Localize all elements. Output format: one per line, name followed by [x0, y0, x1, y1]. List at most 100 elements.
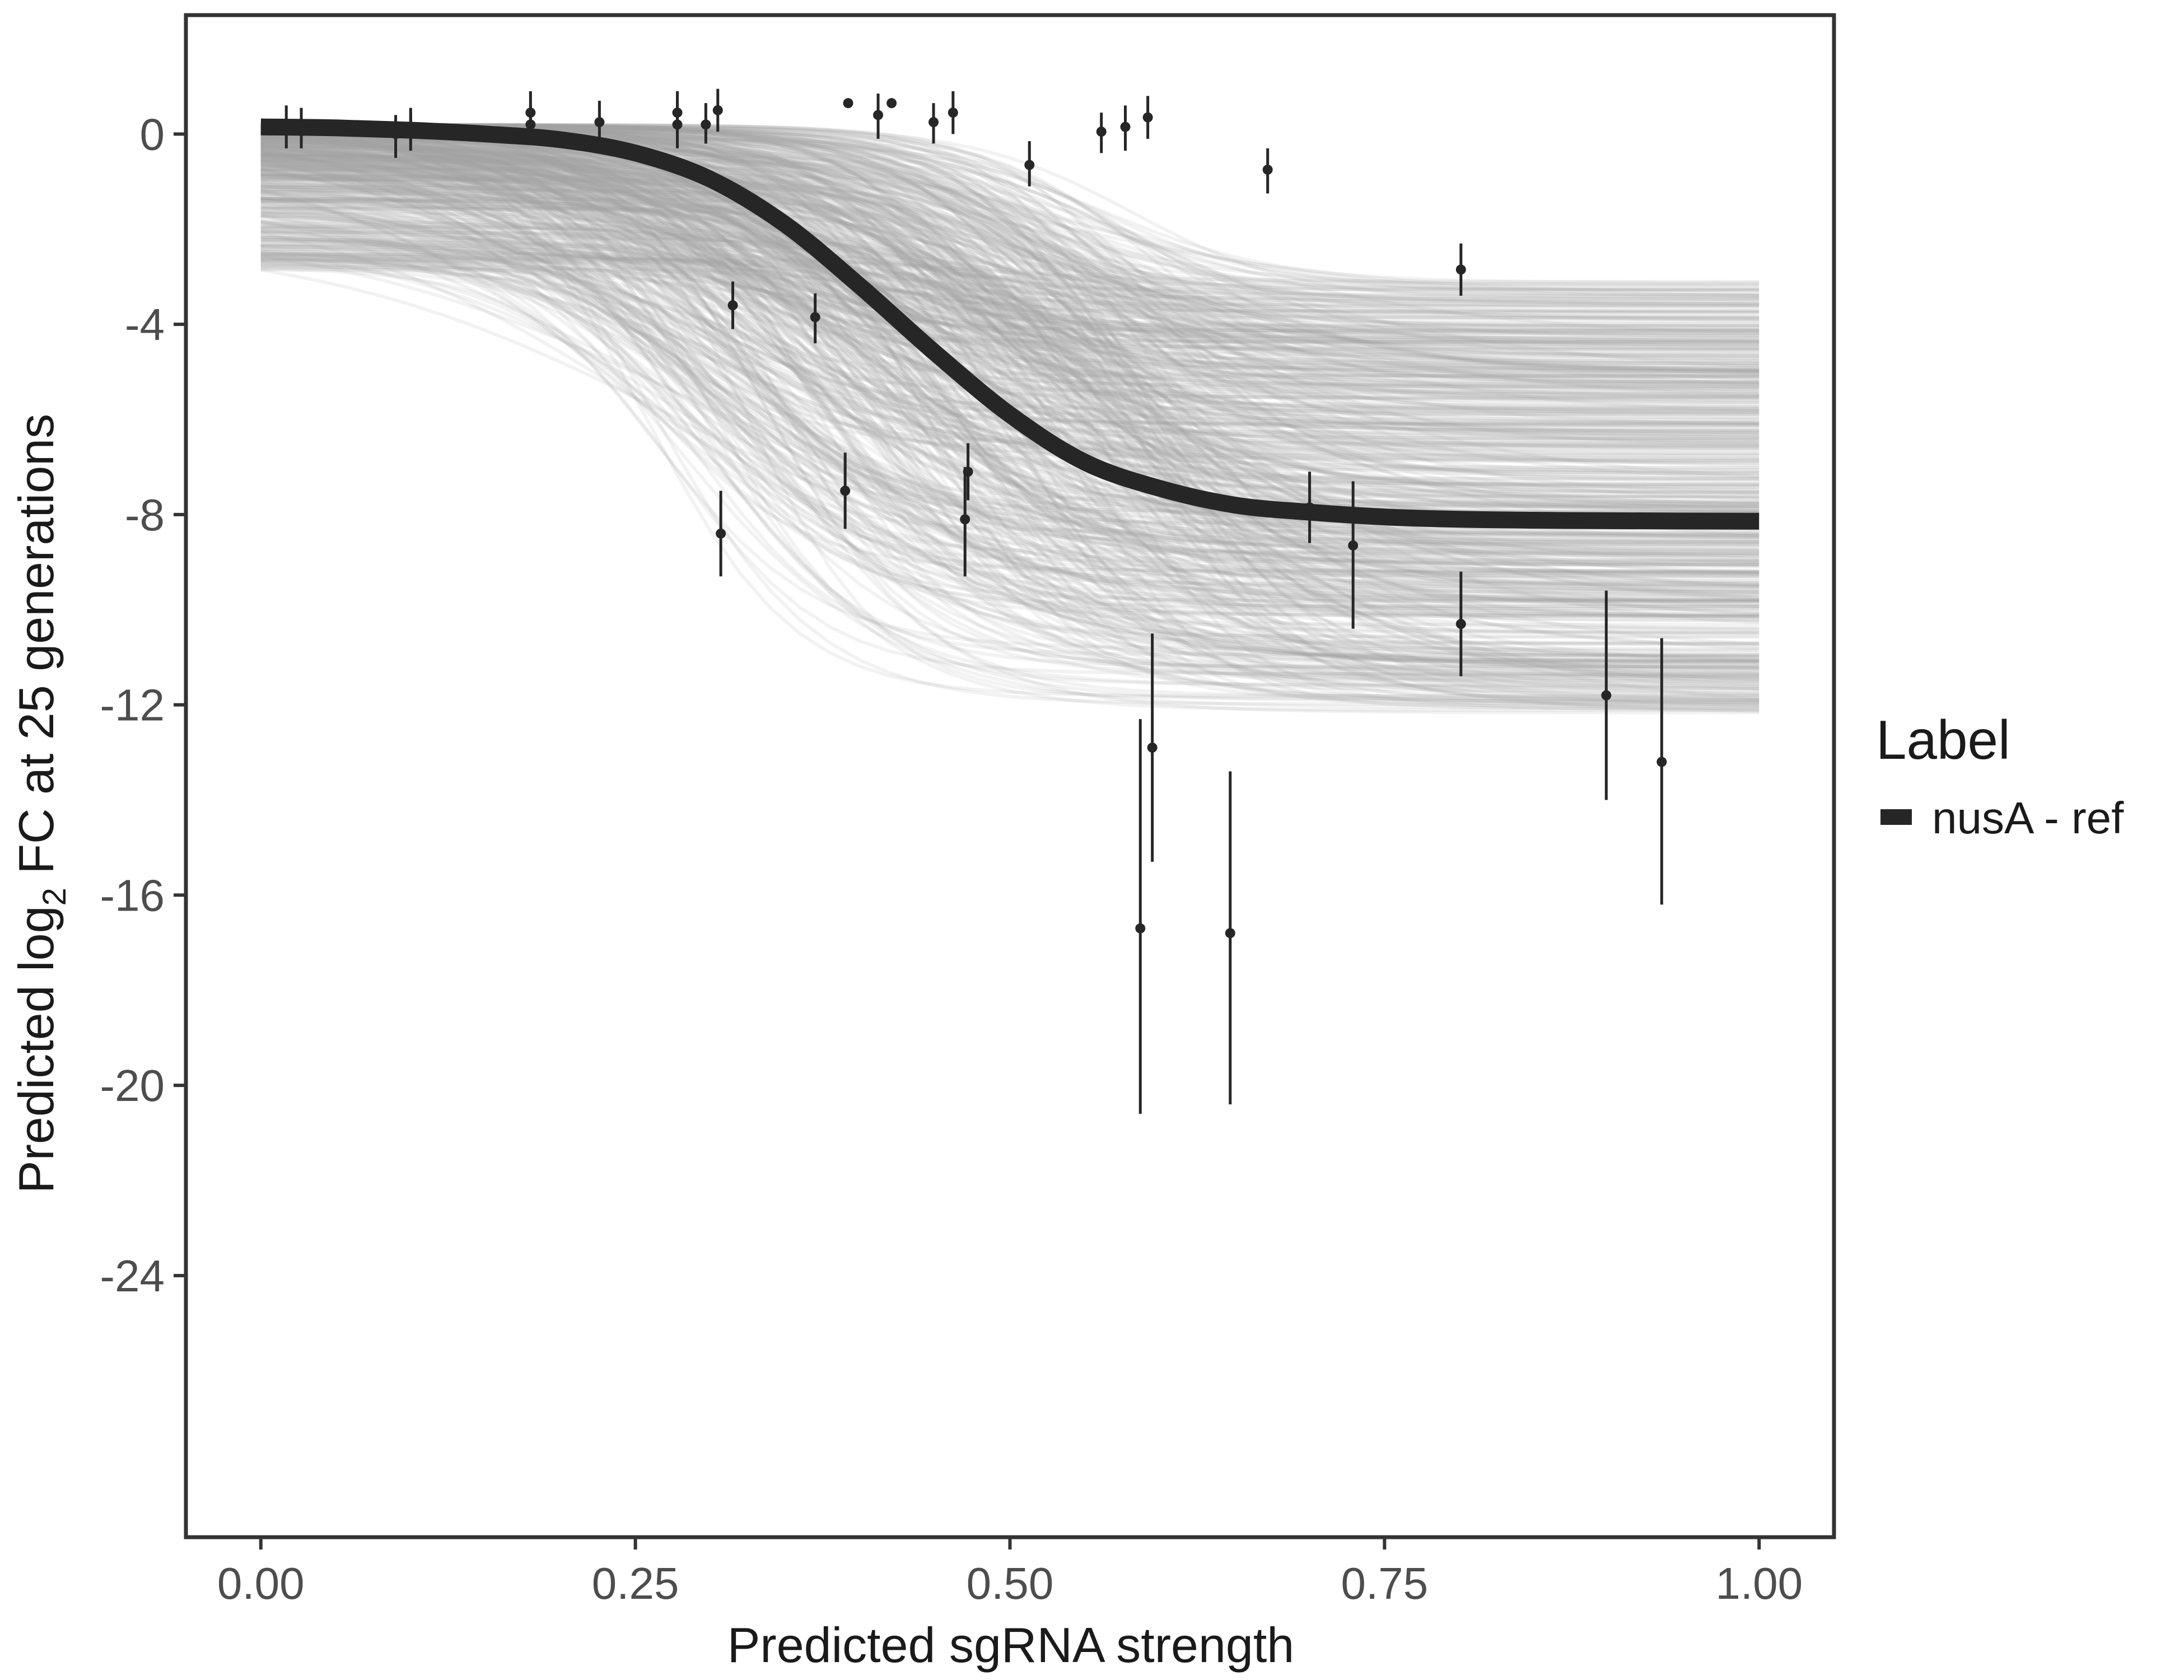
posterior-draw-line: [260, 222, 1760, 495]
posterior-draw-line: [260, 137, 1760, 343]
posterior-draw-line: [260, 199, 1760, 632]
posterior-draw-line: [260, 146, 1760, 433]
posterior-draw-line: [260, 156, 1760, 638]
posterior-draw-line: [260, 166, 1760, 544]
posterior-draw-line: [260, 196, 1760, 574]
posterior-draw-line: [260, 167, 1760, 314]
posterior-draw-line: [260, 247, 1760, 622]
posterior-draw-line: [260, 181, 1760, 552]
posterior-draw-line: [260, 150, 1760, 310]
posterior-draw-line: [260, 137, 1760, 614]
posterior-draw-line: [260, 129, 1760, 503]
point-marker: [810, 312, 820, 323]
data-point: [716, 491, 726, 577]
posterior-draw-line: [260, 135, 1760, 553]
posterior-draw-line: [260, 187, 1760, 332]
posterior-draw-line: [260, 189, 1760, 711]
posterior-draw-line: [260, 142, 1760, 492]
posterior-draw-line: [260, 141, 1760, 390]
data-point: [296, 108, 307, 148]
posterior-draw-line: [260, 254, 1760, 662]
posterior-draw-line: [260, 172, 1760, 487]
posterior-draw-line: [260, 213, 1760, 618]
posterior-draw-line: [260, 206, 1760, 384]
posterior-draw-line: [260, 244, 1760, 384]
posterior-draw-line: [260, 183, 1760, 706]
posterior-draw-line: [260, 230, 1760, 680]
posterior-draw-line: [260, 159, 1760, 335]
posterior-draw-line: [260, 242, 1760, 589]
posterior-draw-line: [260, 153, 1760, 691]
posterior-draw-line: [260, 124, 1760, 414]
posterior-draw-line: [260, 163, 1760, 617]
posterior-draw-line: [260, 161, 1760, 710]
point-marker: [1455, 619, 1466, 629]
posterior-draw-line: [260, 153, 1760, 601]
posterior-draw-line: [260, 211, 1760, 646]
posterior-draw-line: [260, 123, 1760, 391]
posterior-draw-line: [260, 136, 1760, 669]
posterior-draw-line: [260, 150, 1760, 472]
posterior-draw-line: [260, 247, 1760, 639]
posterior-draw-line: [260, 142, 1760, 666]
posterior-draw-line: [260, 123, 1760, 353]
data-point: [1348, 481, 1359, 629]
posterior-draw-line: [260, 172, 1760, 384]
posterior-draw-line: [260, 160, 1760, 603]
data-point: [1304, 472, 1315, 543]
posterior-draw-line: [260, 226, 1760, 451]
posterior-draw-line: [260, 236, 1760, 591]
posterior-draw-line: [260, 164, 1760, 691]
point-marker: [281, 122, 292, 132]
posterior-draw-line: [260, 127, 1760, 619]
posterior-draw-line: [260, 178, 1760, 510]
posterior-draw-line: [260, 223, 1760, 495]
point-marker: [672, 119, 683, 130]
posterior-draw-line: [260, 168, 1760, 486]
point-marker: [1262, 165, 1273, 175]
posterior-draw-line: [260, 226, 1760, 432]
posterior-draw-line: [260, 228, 1760, 501]
posterior-draw-line: [260, 192, 1760, 560]
posterior-draw-line: [260, 167, 1760, 506]
posterior-draw-line: [260, 123, 1760, 475]
posterior-draw-line: [260, 231, 1760, 634]
posterior-draw-line: [260, 140, 1760, 613]
posterior-draw-line: [260, 193, 1760, 699]
posterior-draw-line: [260, 188, 1760, 315]
posterior-draw-line: [260, 172, 1760, 573]
posterior-draw-line: [260, 178, 1760, 363]
posterior-draw-line: [260, 142, 1760, 293]
posterior-draw-line: [260, 123, 1760, 416]
posterior-draw-line: [260, 262, 1760, 702]
posterior-draw-line: [260, 248, 1760, 400]
posterior-draw-line: [260, 148, 1760, 617]
posterior-draw-line: [260, 256, 1760, 398]
posterior-draw-line: [260, 144, 1760, 498]
posterior-draw-line: [260, 256, 1760, 673]
posterior-draw-line: [260, 141, 1760, 303]
posterior-draw-line: [260, 143, 1760, 544]
posterior-draw-line: [260, 167, 1760, 329]
posterior-draw-line: [260, 253, 1760, 684]
posterior-draw-line: [260, 155, 1760, 679]
posterior-draw-line: [260, 132, 1760, 343]
posterior-draw-line: [260, 173, 1760, 314]
posterior-draw-line: [260, 132, 1760, 585]
point-marker: [296, 123, 307, 134]
posterior-draw-line: [260, 143, 1760, 351]
posterior-draw-line: [260, 220, 1760, 318]
data-point: [1096, 113, 1107, 153]
posterior-draw-line: [260, 124, 1760, 470]
posterior-draw-line: [260, 211, 1760, 662]
data-point: [701, 103, 711, 144]
posterior-draw-line: [260, 146, 1760, 504]
posterior-draw-line: [260, 199, 1760, 508]
data-point: [963, 443, 973, 501]
posterior-draw-line: [260, 146, 1760, 297]
data-point: [1024, 141, 1035, 186]
y-tick-label: -20: [100, 1061, 165, 1110]
posterior-draw-line: [260, 236, 1760, 394]
posterior-draw-line: [260, 207, 1760, 333]
posterior-draw-line: [260, 254, 1760, 575]
